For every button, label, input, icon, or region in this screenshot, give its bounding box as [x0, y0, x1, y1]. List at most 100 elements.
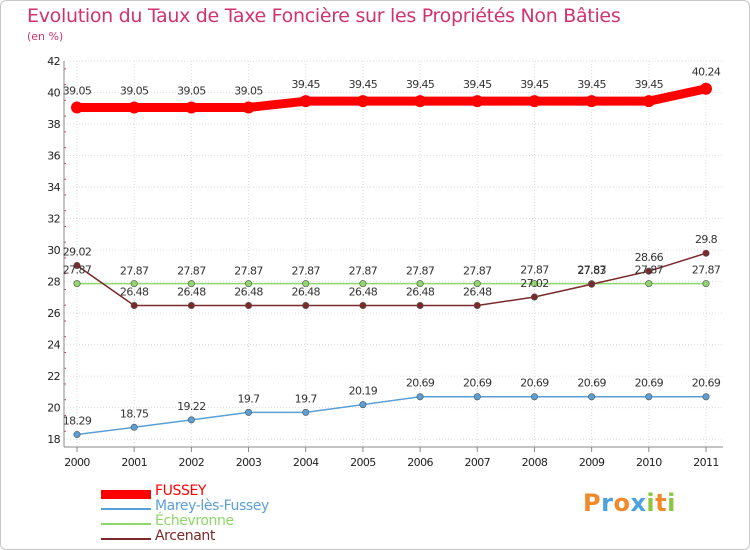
legend-swatch: [101, 508, 151, 510]
data-label-2: 27.87: [692, 264, 721, 277]
series-point-1: [473, 393, 481, 401]
series-point-3: [702, 249, 710, 257]
data-label-1: 18.75: [120, 407, 149, 420]
data-label-3: 26.48: [463, 286, 492, 299]
data-label-3: 27.02: [520, 277, 549, 290]
y-tick-label: 40: [47, 87, 60, 100]
data-label-0: 39.05: [234, 84, 263, 97]
chart-title: Evolution du Taux de Taxe Foncière sur l…: [27, 5, 621, 27]
logo-letter: x: [630, 489, 647, 517]
series-point-0: [128, 101, 141, 114]
data-label-3: 26.48: [177, 286, 206, 299]
data-label-1: 20.69: [520, 377, 549, 390]
data-label-2: 27.87: [234, 265, 263, 278]
data-label-2: 27.87: [520, 264, 549, 277]
y-axis-unit-label: (en %): [27, 30, 64, 43]
series-point-3: [302, 302, 310, 310]
y-tick-label: 26: [47, 307, 60, 320]
x-tick-label: 2008: [522, 456, 548, 469]
data-label-2: 27.87: [120, 265, 149, 278]
data-label-3: 27.83: [577, 264, 606, 277]
logo-letter: t: [655, 489, 668, 517]
x-tick-label: 2001: [121, 456, 147, 469]
series-point-2: [702, 280, 710, 288]
x-tick-label: 2007: [464, 456, 490, 469]
logo-letter: i: [646, 489, 656, 517]
series-point-0: [528, 95, 541, 108]
y-tick-label: 28: [47, 276, 60, 289]
data-label-0: 40.24: [692, 66, 721, 79]
series-point-3: [645, 267, 653, 275]
series-line-1: [76, 395, 707, 436]
series-point-3: [588, 280, 596, 288]
x-tick-label: 2002: [179, 456, 205, 469]
series-point-2: [359, 280, 367, 288]
series-point-0: [299, 95, 312, 108]
series-point-2: [245, 280, 253, 288]
series-point-1: [130, 423, 138, 431]
data-label-0: 39.45: [577, 78, 606, 91]
x-tick-label: 2009: [579, 456, 605, 469]
series-point-3: [187, 302, 195, 310]
x-tick-label: 2010: [636, 456, 662, 469]
series-point-0: [700, 82, 712, 95]
data-label-1: 20.69: [463, 377, 492, 390]
series-point-1: [73, 431, 81, 439]
series-point-0: [585, 95, 598, 108]
series-point-3: [473, 302, 481, 310]
y-tick-label: 22: [47, 370, 60, 383]
series-point-0: [185, 101, 198, 114]
series-point-2: [187, 280, 195, 288]
series-point-2: [130, 280, 138, 288]
series-point-0: [356, 95, 369, 108]
y-tick-label: 36: [47, 150, 60, 163]
legend-swatch: [101, 538, 151, 540]
data-label-3: 28.66: [635, 251, 664, 264]
data-label-1: 20.69: [406, 377, 435, 390]
series-point-3: [359, 302, 367, 310]
series-point-1: [245, 408, 253, 416]
series-point-2: [473, 280, 481, 288]
series-point-1: [359, 401, 367, 409]
plot-area: [64, 61, 723, 447]
logo-letter: r: [601, 489, 614, 517]
x-tick-label: 2000: [64, 456, 90, 469]
data-label-0: 39.05: [63, 84, 92, 97]
data-label-0: 39.45: [463, 78, 492, 91]
y-tick-label: 24: [47, 339, 60, 352]
series-point-3: [130, 302, 138, 310]
series-point-1: [702, 393, 710, 401]
data-label-3: 26.48: [120, 286, 149, 299]
series-point-0: [71, 101, 83, 114]
data-label-1: 19.7: [295, 392, 318, 405]
data-label-0: 39.05: [120, 84, 149, 97]
series-point-2: [302, 280, 310, 288]
data-label-1: 20.69: [577, 377, 606, 390]
data-label-2: 27.87: [349, 265, 378, 278]
legend-label: FUSSEY: [155, 483, 207, 499]
series-point-0: [414, 95, 427, 108]
series-point-3: [416, 302, 424, 310]
data-label-3: 26.48: [234, 286, 263, 299]
logo-letter: P: [583, 489, 602, 517]
data-label-0: 39.45: [349, 78, 378, 91]
data-label-0: 39.45: [520, 78, 549, 91]
data-label-2: 27.87: [577, 264, 606, 277]
series-point-1: [416, 393, 424, 401]
data-label-1: 19.22: [177, 400, 206, 413]
series-point-0: [642, 95, 655, 108]
series-point-2: [530, 280, 538, 288]
legend-label: Échevronne: [155, 513, 234, 529]
data-label-2: 27.87: [463, 265, 492, 278]
legend-label: Arcenant: [155, 528, 215, 544]
logo-letter: o: [613, 489, 631, 517]
x-tick-label: 2004: [293, 456, 319, 469]
series-point-1: [302, 408, 310, 416]
logo-letter: i: [667, 489, 676, 517]
series-point-1: [588, 393, 596, 401]
y-tick-label: 38: [47, 118, 60, 131]
y-tick-label: 42: [47, 55, 60, 68]
legend-label: Marey-lès-Fussey: [155, 498, 269, 514]
data-label-0: 39.05: [177, 84, 206, 97]
x-tick-label: 2011: [693, 456, 719, 469]
